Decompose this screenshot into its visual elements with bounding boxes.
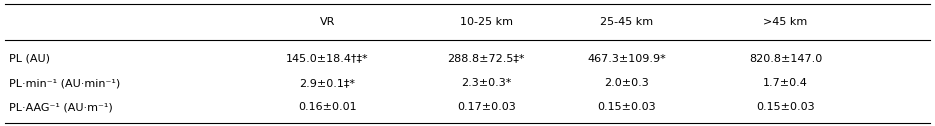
Text: 2.0±0.3: 2.0±0.3 — [604, 78, 649, 88]
Text: 0.15±0.03: 0.15±0.03 — [756, 102, 814, 112]
Text: 25-45 km: 25-45 km — [600, 17, 653, 27]
Text: 145.0±18.4†‡*: 145.0±18.4†‡* — [286, 54, 368, 64]
Text: 1.7±0.4: 1.7±0.4 — [763, 78, 808, 88]
Text: VR: VR — [320, 17, 335, 27]
Text: PL·AAG⁻¹ (AU·m⁻¹): PL·AAG⁻¹ (AU·m⁻¹) — [9, 102, 113, 112]
Text: 820.8±147.0: 820.8±147.0 — [749, 54, 822, 64]
Text: 2.9±0.1‡*: 2.9±0.1‡* — [299, 78, 355, 88]
Text: 467.3±109.9*: 467.3±109.9* — [587, 54, 666, 64]
Text: 2.3±0.3*: 2.3±0.3* — [461, 78, 511, 88]
Text: >45 km: >45 km — [763, 17, 808, 27]
Text: 0.17±0.03: 0.17±0.03 — [457, 102, 515, 112]
Text: 0.15±0.03: 0.15±0.03 — [597, 102, 655, 112]
Text: PL·min⁻¹ (AU·min⁻¹): PL·min⁻¹ (AU·min⁻¹) — [9, 78, 121, 88]
Text: 288.8±72.5‡*: 288.8±72.5‡* — [448, 54, 525, 64]
Text: PL (AU): PL (AU) — [9, 54, 50, 64]
Text: 10-25 km: 10-25 km — [460, 17, 512, 27]
Text: 0.16±0.01: 0.16±0.01 — [298, 102, 356, 112]
